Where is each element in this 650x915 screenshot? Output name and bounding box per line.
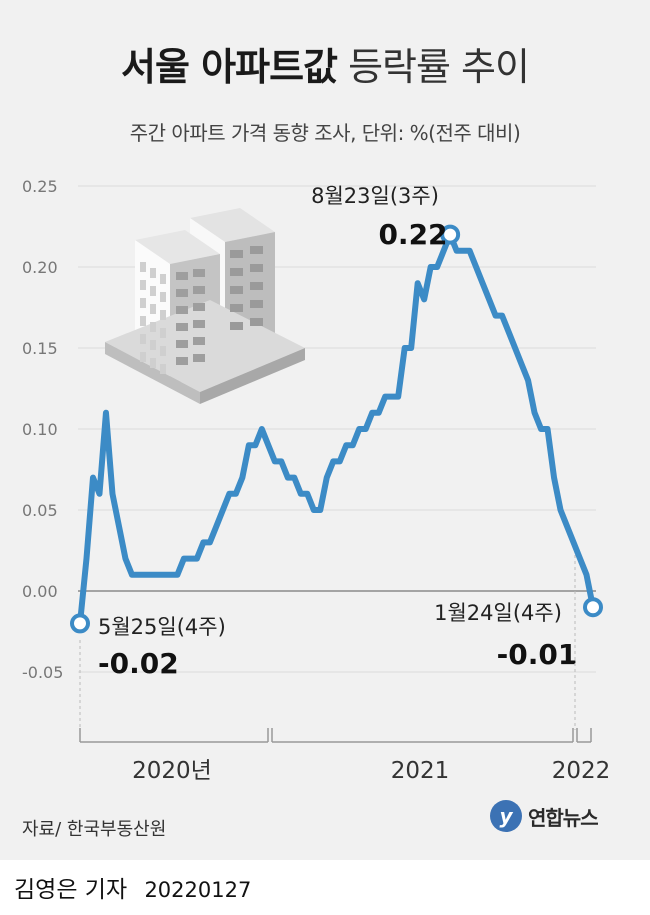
byline-date: 20220127	[144, 878, 252, 902]
building-window	[160, 364, 166, 374]
building-window	[193, 303, 205, 311]
annotation-value-label: 0.22	[378, 218, 447, 251]
building-window	[160, 346, 166, 356]
annotation-marker	[70, 613, 90, 634]
y-tick-label: 0.20	[22, 258, 58, 277]
building-window	[193, 337, 205, 345]
building-window	[160, 328, 166, 338]
title-bold: 서울 아파트값	[121, 45, 338, 89]
building-window	[150, 304, 156, 314]
building-window	[176, 357, 188, 365]
building-window	[193, 354, 205, 362]
chart-subtitle: 주간 아파트 가격 동향 조사, 단위: %(전주 대비)	[129, 121, 521, 145]
building-window	[250, 300, 263, 308]
building-window	[230, 268, 243, 276]
y-tick-label: -0.05	[22, 663, 63, 682]
logo-text: 연합뉴스	[528, 805, 599, 830]
building-window	[140, 262, 146, 272]
building-window	[150, 340, 156, 350]
annotation-date-label: 1월24일(4주)	[434, 601, 562, 625]
building-window	[160, 292, 166, 302]
building-window	[150, 286, 156, 296]
y-axis: 0.25 0.20 0.15 0.10 0.05 0.00 -0.05	[22, 177, 63, 682]
chart-title: 서울 아파트값 등락률 추이	[0, 36, 650, 91]
building-window	[160, 310, 166, 320]
building-window	[193, 286, 205, 294]
y-tick-label: 0.05	[22, 501, 58, 520]
x-axis: 2020년 2021 2022	[79, 555, 611, 784]
annotation-labels: 5월25일(4주) -0.02 8월23일(3주) 0.22 1월24일(4주) -0.0…	[98, 184, 577, 680]
building-window	[150, 322, 156, 332]
series-line-group	[77, 231, 596, 627]
building-window	[230, 304, 243, 312]
building-window	[150, 358, 156, 368]
building-window	[250, 282, 263, 290]
apartment-buildings-icon	[105, 208, 305, 404]
yonhap-logo-icon: y	[490, 800, 522, 832]
building-window	[193, 269, 205, 277]
byline-reporter: 김영은 기자	[14, 877, 128, 903]
y-tick-label: 0.10	[22, 420, 58, 439]
annotation-value-label: -0.02	[98, 647, 179, 680]
building-window	[140, 316, 146, 326]
title-light: 등락률 추이	[348, 45, 530, 89]
y-tick-label: 0.00	[22, 582, 58, 601]
building-window	[193, 320, 205, 328]
building-window	[176, 340, 188, 348]
building-window	[230, 322, 243, 330]
building-window	[140, 334, 146, 344]
building-window	[140, 280, 146, 290]
building-window	[176, 306, 188, 314]
year-label: 2020년	[132, 758, 212, 784]
y-tick-label: 0.15	[22, 339, 58, 358]
annotation-markers	[70, 224, 603, 634]
building-windows	[140, 246, 263, 374]
building-window	[250, 318, 263, 326]
building-window	[250, 264, 263, 272]
source-note: 자료/ 한국부동산원	[22, 819, 167, 840]
series-line	[77, 231, 596, 627]
building-window	[176, 323, 188, 331]
year-label: 2021	[391, 758, 450, 784]
year-label: 2022	[552, 758, 611, 784]
y-tick-label: 0.25	[22, 177, 58, 196]
building-window	[250, 246, 263, 254]
building-window	[176, 272, 188, 280]
building-window	[230, 250, 243, 258]
annotation-marker	[583, 597, 603, 618]
building-window	[230, 286, 243, 294]
annotation-date-label: 5월25일(4주)	[98, 615, 226, 639]
byline: 김영은 기자 20220127	[14, 870, 251, 904]
annotation-marker	[440, 224, 461, 245]
building-window	[160, 274, 166, 284]
building-window	[140, 352, 146, 362]
line-chart: 0.25 0.20 0.15 0.10 0.05 0.00 -0.05 5월25일(4주) -…	[22, 177, 611, 784]
annotation-date-label: 8월23일(3주)	[311, 184, 439, 208]
building-window	[140, 298, 146, 308]
yonhap-logo: y 연합뉴스	[490, 800, 599, 832]
building-window	[150, 268, 156, 278]
building-window	[176, 289, 188, 297]
annotation-value-label: -0.01	[497, 638, 578, 671]
